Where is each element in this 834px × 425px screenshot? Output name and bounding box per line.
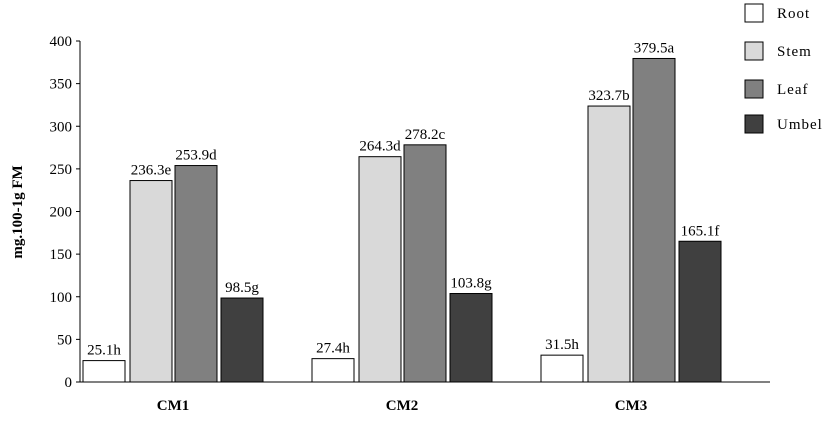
y-tick-label: 100 <box>50 290 73 306</box>
legend-swatch-root <box>744 3 764 23</box>
y-tick-label: 400 <box>50 34 73 50</box>
legend-label: Leaf <box>777 82 808 98</box>
data-label: 253.9d <box>175 148 217 164</box>
y-tick-label: 250 <box>50 162 73 178</box>
bar-stem <box>129 180 173 383</box>
y-tick-label: 350 <box>50 77 73 93</box>
y-tick-label: 0 <box>65 375 73 391</box>
data-label: 278.2c <box>405 127 446 143</box>
bar-root <box>82 360 126 383</box>
legend-label: Umbel <box>777 117 823 133</box>
data-label: 379.5a <box>634 40 675 56</box>
y-tick-label: 50 <box>57 332 72 348</box>
bar-leaf <box>174 165 218 383</box>
x-tick-label: CM1 <box>157 398 190 414</box>
bar-root <box>311 358 355 383</box>
legend-swatch-leaf <box>744 79 764 99</box>
legend: Root Stem Leaf Umbel <box>744 3 823 134</box>
legend-swatch-stem <box>744 41 764 61</box>
y-tick-label: 300 <box>50 119 73 135</box>
legend-swatch-umbel <box>744 114 764 134</box>
data-label: 236.3e <box>131 163 172 179</box>
y-axis: 0 50 100 150 200 250 300 350 400 <box>50 34 81 391</box>
data-label: 31.5h <box>545 337 579 353</box>
bar-leaf <box>632 57 676 383</box>
data-label: 98.5g <box>225 280 259 296</box>
y-tick-label: 200 <box>50 205 73 221</box>
x-axis: CM1 CM2 CM3 <box>80 381 770 414</box>
data-label: 103.8g <box>450 276 492 292</box>
data-label: 264.3d <box>359 139 401 155</box>
bar-root <box>540 354 584 383</box>
y-axis-label: mg.100-1g FM <box>10 165 26 258</box>
bar-stem <box>358 156 402 383</box>
x-tick-label: CM2 <box>386 398 419 414</box>
legend-label: Stem <box>777 44 812 60</box>
data-label: 25.1h <box>87 343 121 359</box>
bar-stem <box>587 105 631 383</box>
bar-leaf <box>403 144 447 383</box>
x-tick-label: CM3 <box>615 398 648 414</box>
y-tick-label: 150 <box>50 247 73 263</box>
legend-label: Root <box>777 6 810 22</box>
data-label: 323.7b <box>588 88 629 104</box>
bar-umbel <box>678 240 722 383</box>
bar-umbel <box>449 293 493 383</box>
data-label: 165.1f <box>681 223 720 239</box>
data-label: 27.4h <box>316 341 350 357</box>
bar-umbel <box>220 297 264 383</box>
